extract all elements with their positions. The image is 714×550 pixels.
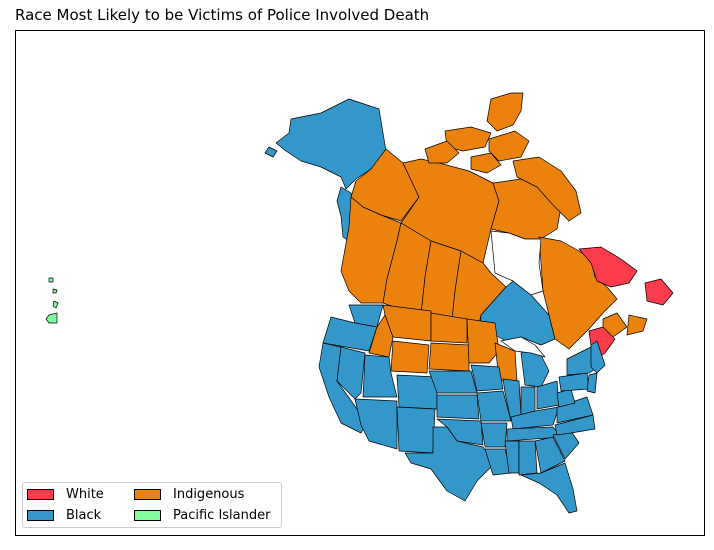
- region-kansas: [436, 394, 480, 420]
- map-legend: White Indigenous Black Pacific Islander: [22, 482, 282, 528]
- legend-item-indigenous: Indigenous: [134, 487, 244, 502]
- region-texas: [404, 426, 496, 502]
- legend-swatch-black: [27, 510, 54, 521]
- region-virginia: [556, 396, 594, 424]
- region-pennsylvania: [558, 372, 590, 392]
- region-utah: [362, 354, 398, 398]
- region-hawaii-oahu: [52, 288, 58, 294]
- region-minnesota: [466, 318, 500, 364]
- region-labrador: [578, 246, 638, 288]
- region-oklahoma: [436, 418, 484, 446]
- region-nevada: [336, 346, 366, 400]
- legend-label-black: Black: [66, 508, 102, 523]
- region-new-jersey: [586, 372, 598, 394]
- region-indiana: [520, 386, 536, 416]
- region-arizona: [354, 398, 398, 450]
- region-wyoming: [390, 340, 430, 374]
- legend-label-indigenous: Indigenous: [173, 487, 245, 502]
- region-alaska: [275, 98, 387, 190]
- legend-item-white: White: [27, 487, 104, 502]
- region-colorado: [396, 374, 438, 410]
- region-baffin-island: [512, 156, 582, 222]
- region-arctic-islands-4: [488, 130, 530, 162]
- map-title: Race Most Likely to be Victims of Police…: [15, 6, 430, 24]
- region-hawaii-big-island: [45, 312, 58, 324]
- region-new-england: [590, 340, 606, 374]
- legend-item-pacific-islander: Pacific Islander: [134, 508, 270, 523]
- region-kentucky: [510, 406, 560, 430]
- region-arctic-islands-1: [486, 92, 524, 132]
- legend-label-pacific-islander: Pacific Islander: [173, 508, 271, 523]
- region-idaho: [368, 314, 394, 358]
- region-nebraska: [428, 370, 478, 394]
- legend-swatch-pacific-islander: [134, 510, 161, 521]
- hudson-bay: [490, 230, 544, 296]
- choropleth-map: [45, 92, 674, 514]
- region-south-dakota: [428, 342, 470, 372]
- legend-label-white: White: [66, 487, 104, 502]
- region-hawaii-kauai: [48, 277, 54, 283]
- region-nova-scotia: [626, 314, 648, 336]
- region-arkansas: [480, 422, 508, 448]
- region-montana: [382, 304, 432, 342]
- legend-swatch-indigenous: [134, 489, 161, 500]
- region-newfoundland: [644, 278, 674, 306]
- region-georgia: [534, 436, 566, 474]
- map-frame: [15, 30, 705, 536]
- region-alaska-islands: [264, 146, 278, 158]
- region-arctic-islands-3: [424, 140, 460, 164]
- legend-item-black: Black: [27, 508, 101, 523]
- region-alabama: [518, 440, 538, 476]
- region-new-mexico: [396, 406, 436, 454]
- region-hawaii-maui: [52, 300, 59, 309]
- region-north-dakota: [430, 312, 468, 344]
- great-lakes: [500, 336, 546, 358]
- region-florida: [520, 462, 578, 514]
- region-arctic-islands-5: [470, 152, 502, 174]
- region-iowa: [470, 364, 504, 392]
- legend-swatch-white: [27, 489, 54, 500]
